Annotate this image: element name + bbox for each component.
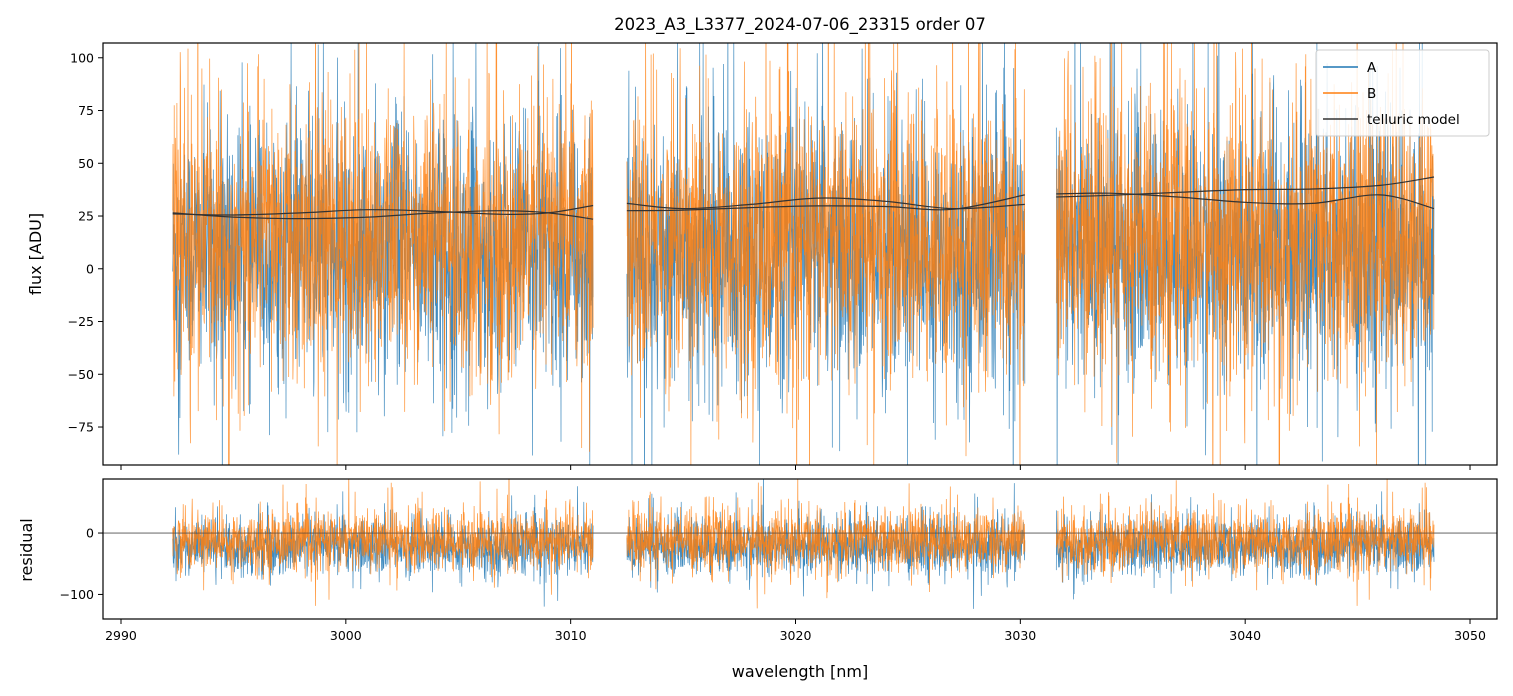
x-tick-label: 3030 [1004, 628, 1036, 643]
top-y-tick-label: −75 [68, 420, 94, 435]
series-b-segment-2 [626, 43, 1026, 465]
top-y-tick-label: 25 [78, 209, 94, 224]
top-plot-area [172, 43, 1435, 465]
x-tick-label: 3000 [330, 628, 362, 643]
top-y-tick-label: 0 [86, 261, 94, 276]
bottom-plot-area [103, 479, 1497, 609]
top-axes-frame [102, 42, 1498, 466]
bottom-x-axis: 2990 3000 3010 3020 3030 3040 3050 [105, 619, 1486, 643]
bottom-y-tick-label: 0 [86, 526, 94, 541]
bottom-y-axis-label: residual [17, 518, 36, 581]
residual-b-segment-1 [172, 479, 594, 606]
telluric-model-curve-3 [626, 197, 1025, 210]
legend-label-b: B [1367, 86, 1376, 102]
top-y-tick-label: −25 [68, 314, 94, 329]
x-tick-label: 3010 [555, 628, 587, 643]
top-x-axis [120, 465, 1471, 470]
telluric-model-curve-4 [626, 194, 1025, 212]
residual-b-segment-3 [1055, 479, 1435, 606]
x-tick-label: 2990 [105, 628, 137, 643]
x-tick-label: 3050 [1454, 628, 1486, 643]
residual-b-segment-2 [626, 479, 1026, 609]
legend-label-a: A [1367, 60, 1377, 76]
top-y-axis: −75 −50 −25 0 25 50 75 100 [68, 50, 103, 435]
legend-label-telluric: telluric model [1367, 112, 1460, 128]
telluric-model-curve-1 [172, 210, 594, 220]
telluric-model-curve-5 [1056, 192, 1435, 210]
legend: A B telluric model [1315, 49, 1490, 137]
telluric-model-curve-2 [172, 204, 594, 216]
top-y-tick-label: 50 [78, 156, 94, 171]
x-tick-label: 3020 [780, 628, 812, 643]
top-y-tick-label: 75 [78, 103, 94, 118]
top-y-axis-label: flux [ADU] [26, 213, 45, 295]
bottom-panel: −100 0 2990 3000 3010 3020 3030 3040 3050 resid… [17, 478, 1498, 681]
series-b-segment-3 [1055, 43, 1435, 465]
top-y-tick-label: 100 [70, 50, 94, 65]
top-panel: −75 −50 −25 0 25 50 75 100 flux [ADU] A B tellu… [26, 42, 1498, 470]
top-y-tick-label: −50 [68, 367, 94, 382]
x-tick-label: 3040 [1229, 628, 1261, 643]
x-axis-label: wavelength [nm] [732, 662, 869, 681]
bottom-y-tick-label: −100 [60, 587, 94, 602]
series-b-segment-1 [172, 43, 594, 465]
bottom-axes-frame [102, 478, 1498, 620]
telluric-model-curve-6 [1056, 176, 1435, 198]
chart-title: 2023_A3_L3377_2024-07-06_23315 order 07 [614, 15, 986, 35]
legend-box [1315, 49, 1490, 137]
bottom-y-axis: −100 0 [60, 526, 103, 602]
